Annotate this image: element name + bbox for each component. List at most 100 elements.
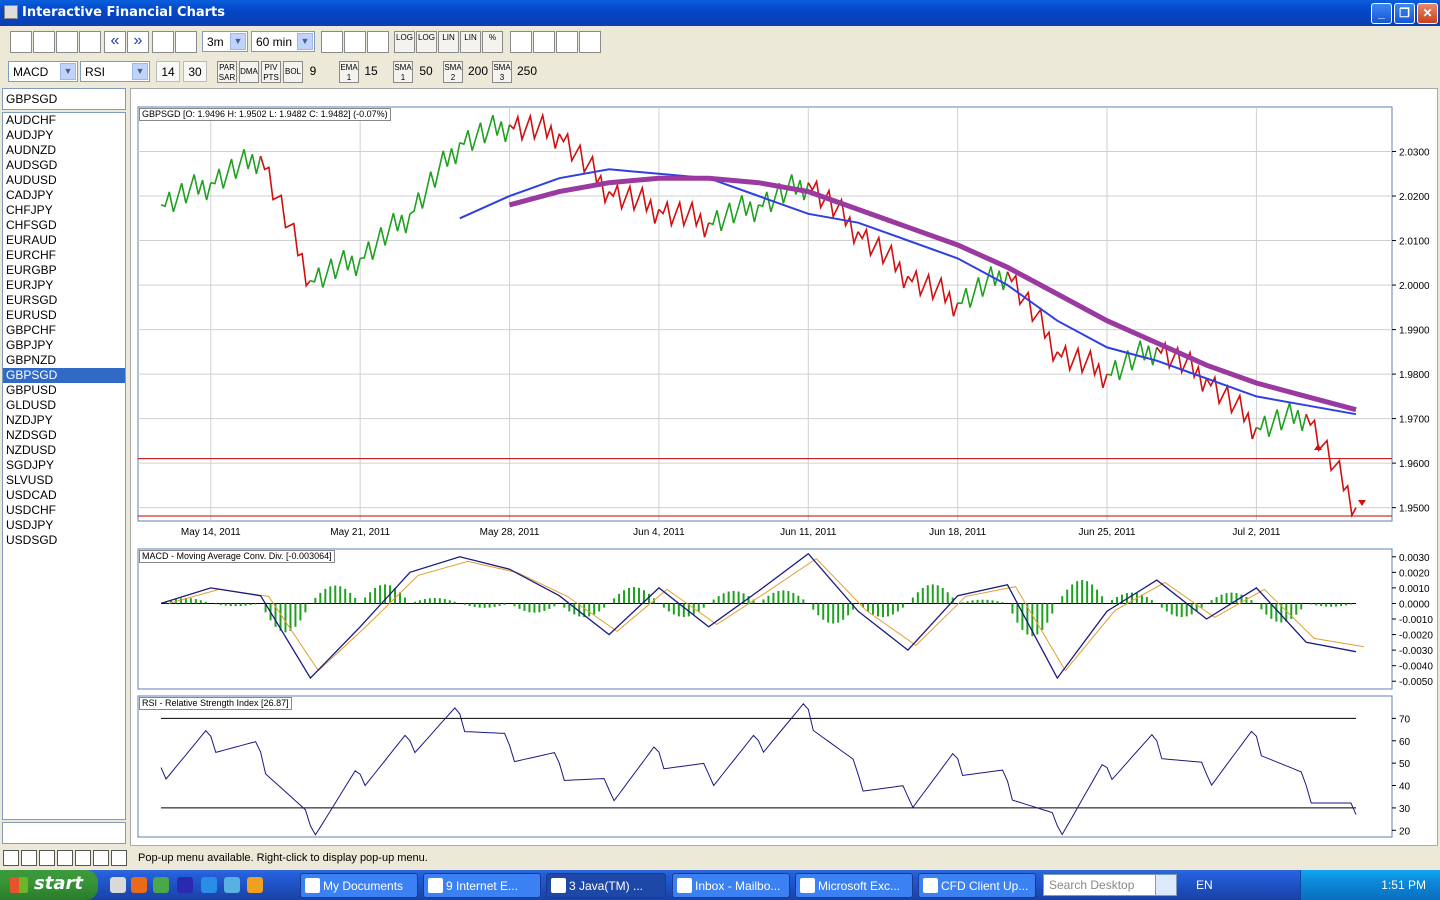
current-symbol[interactable]: GBPSGD [2, 88, 126, 110]
symbol-item[interactable]: AUDNZD [6, 143, 56, 157]
symbol-item[interactable]: AUDSGD [6, 158, 58, 172]
save-icon[interactable] [21, 850, 37, 866]
symbol-item[interactable]: GBPNZD [6, 353, 57, 367]
symbol-item[interactable]: CADJPY [6, 188, 54, 202]
period-select[interactable]: 3m ▼ [202, 31, 248, 52]
symbol-item[interactable]: AUDUSD [6, 173, 57, 187]
symbol-item[interactable]: GBPJPY [6, 338, 54, 352]
dma-button[interactable]: DMA [239, 61, 259, 83]
print-icon[interactable] [10, 31, 32, 53]
p-app-icon[interactable] [177, 877, 193, 893]
symbol-item[interactable]: EURAUD [6, 233, 57, 247]
lin-button-1[interactable]: LIN [438, 31, 459, 53]
sma3-value[interactable]: 250 [516, 64, 538, 78]
task-excel[interactable]: Microsoft Exc... [795, 873, 913, 898]
settings-icon[interactable] [33, 31, 55, 53]
maximize-button[interactable]: ❐ [1394, 3, 1415, 24]
show-desktop-icon[interactable] [110, 877, 126, 893]
sma2-button[interactable]: SMA 2 [443, 61, 463, 83]
symbol-item[interactable]: USDCHF [6, 503, 56, 517]
line-chart-icon[interactable] [321, 31, 343, 53]
zoom-out-icon[interactable] [175, 31, 197, 53]
interval-select[interactable]: 60 min ▼ [251, 31, 315, 52]
percent-button[interactable]: % [482, 31, 503, 53]
symbol-item[interactable]: GBPUSD [6, 383, 57, 397]
ema-button[interactable]: EMA 1 [339, 61, 359, 83]
symbol-item[interactable]: SLVUSD [6, 473, 54, 487]
sma3-button[interactable]: SMA 3 [492, 61, 512, 83]
title-bar: Interactive Financial Charts _ ❐ ✕ [0, 0, 1440, 26]
blogger-icon[interactable] [131, 877, 147, 893]
symbol-item[interactable]: EURGBP [6, 263, 57, 277]
symbol-item[interactable]: AUDJPY [6, 128, 54, 142]
symbol-item[interactable]: USDSGD [6, 533, 58, 547]
symbol-item[interactable]: GLDUSD [6, 398, 57, 412]
data-table-icon[interactable] [556, 31, 578, 53]
symbol-item[interactable]: EURJPY [6, 278, 54, 292]
par-sar-button[interactable]: PAR SAR [217, 61, 237, 83]
bol-button[interactable]: BOL [283, 61, 303, 83]
symbol-item[interactable]: EURSGD [6, 293, 58, 307]
network-icon[interactable] [224, 877, 240, 893]
sma2-value[interactable]: 200 [467, 64, 489, 78]
color-palette-icon[interactable] [533, 31, 555, 53]
chart-layout-icon[interactable] [510, 31, 532, 53]
indicator1-select[interactable]: MACD ▼ [8, 61, 78, 82]
delete-drawing-icon[interactable] [75, 850, 91, 866]
sound-icon[interactable] [56, 31, 78, 53]
symbol-item[interactable]: AUDCHF [6, 113, 56, 127]
sma1-button[interactable]: SMA 1 [393, 61, 413, 83]
bar-chart-icon[interactable] [344, 31, 366, 53]
draw-line-icon[interactable] [57, 850, 73, 866]
export-chart-icon[interactable] [579, 31, 601, 53]
scroll-forward-button[interactable]: » [127, 31, 149, 53]
search-icon[interactable] [1155, 874, 1177, 896]
piv-pts-button[interactable]: PIV PTS [261, 61, 281, 83]
language-indicator[interactable]: EN [1196, 878, 1213, 892]
symbol-item[interactable]: CHFJPY [6, 203, 53, 217]
clear-icon[interactable] [93, 850, 109, 866]
spreadsheet-icon[interactable] [153, 877, 169, 893]
log-button-1[interactable]: LOG [394, 31, 415, 53]
symbol-item[interactable]: GBPCHF [6, 323, 57, 337]
task-my-documents[interactable]: My Documents [300, 873, 418, 898]
print-icon[interactable] [111, 850, 127, 866]
symbol-item[interactable]: EURCHF [6, 248, 56, 262]
close-button[interactable]: ✕ [1417, 3, 1438, 24]
rsi-period-input[interactable]: 14 [156, 61, 180, 82]
symbol-item[interactable]: CHFSGD [6, 218, 57, 232]
symbol-item[interactable]: SGDJPY [6, 458, 55, 472]
task-inbox[interactable]: Inbox - Mailbo... [672, 873, 790, 898]
task-internet-explorer[interactable]: 9 Internet E... [423, 873, 541, 898]
rsi-other-input[interactable]: 30 [183, 61, 207, 82]
symbol-item[interactable]: NZDSGD [6, 428, 57, 442]
search-desktop-input[interactable]: Search Desktop [1043, 874, 1163, 896]
candlestick-icon[interactable] [367, 31, 389, 53]
symbol-item[interactable]: GBPSGD [3, 368, 125, 383]
sma1-value[interactable]: 50 [419, 64, 433, 78]
scroll-back-button[interactable]: « [104, 31, 126, 53]
symbol-item[interactable]: NZDUSD [6, 443, 56, 457]
properties-icon[interactable] [39, 850, 55, 866]
chart-area[interactable]: May 14, 2011 May 21, 2011 May 28, 2011 Jun … [130, 88, 1438, 846]
open-icon[interactable] [3, 850, 19, 866]
symbol-item[interactable]: NZDJPY [6, 413, 53, 427]
task-java[interactable]: 3 Java(TM) ... [546, 873, 666, 898]
symbol-item[interactable]: USDCAD [6, 488, 57, 502]
ema-value[interactable]: 15 [364, 64, 378, 78]
log-button-2[interactable]: LOG [416, 31, 437, 53]
refresh-icon[interactable] [79, 31, 101, 53]
outlook-icon[interactable] [247, 877, 263, 893]
zoom-in-icon[interactable] [152, 31, 174, 53]
y-tick-label: 2.0200 [1399, 192, 1430, 203]
task-cfd-client[interactable]: CFD Client Up... [918, 873, 1036, 898]
minimize-button[interactable]: _ [1371, 3, 1392, 24]
chart-canvas[interactable]: May 14, 2011 May 21, 2011 May 28, 2011 Jun … [131, 89, 1439, 847]
lin-button-2[interactable]: LIN [460, 31, 481, 53]
start-button[interactable]: start [0, 870, 98, 900]
internet-explorer-icon[interactable] [201, 877, 217, 893]
indicator2-select[interactable]: RSI ▼ [80, 61, 150, 82]
symbol-item[interactable]: EURUSD [6, 308, 57, 322]
symbol-item[interactable]: USDJPY [6, 518, 54, 532]
bol-value[interactable]: 9 [309, 64, 317, 78]
